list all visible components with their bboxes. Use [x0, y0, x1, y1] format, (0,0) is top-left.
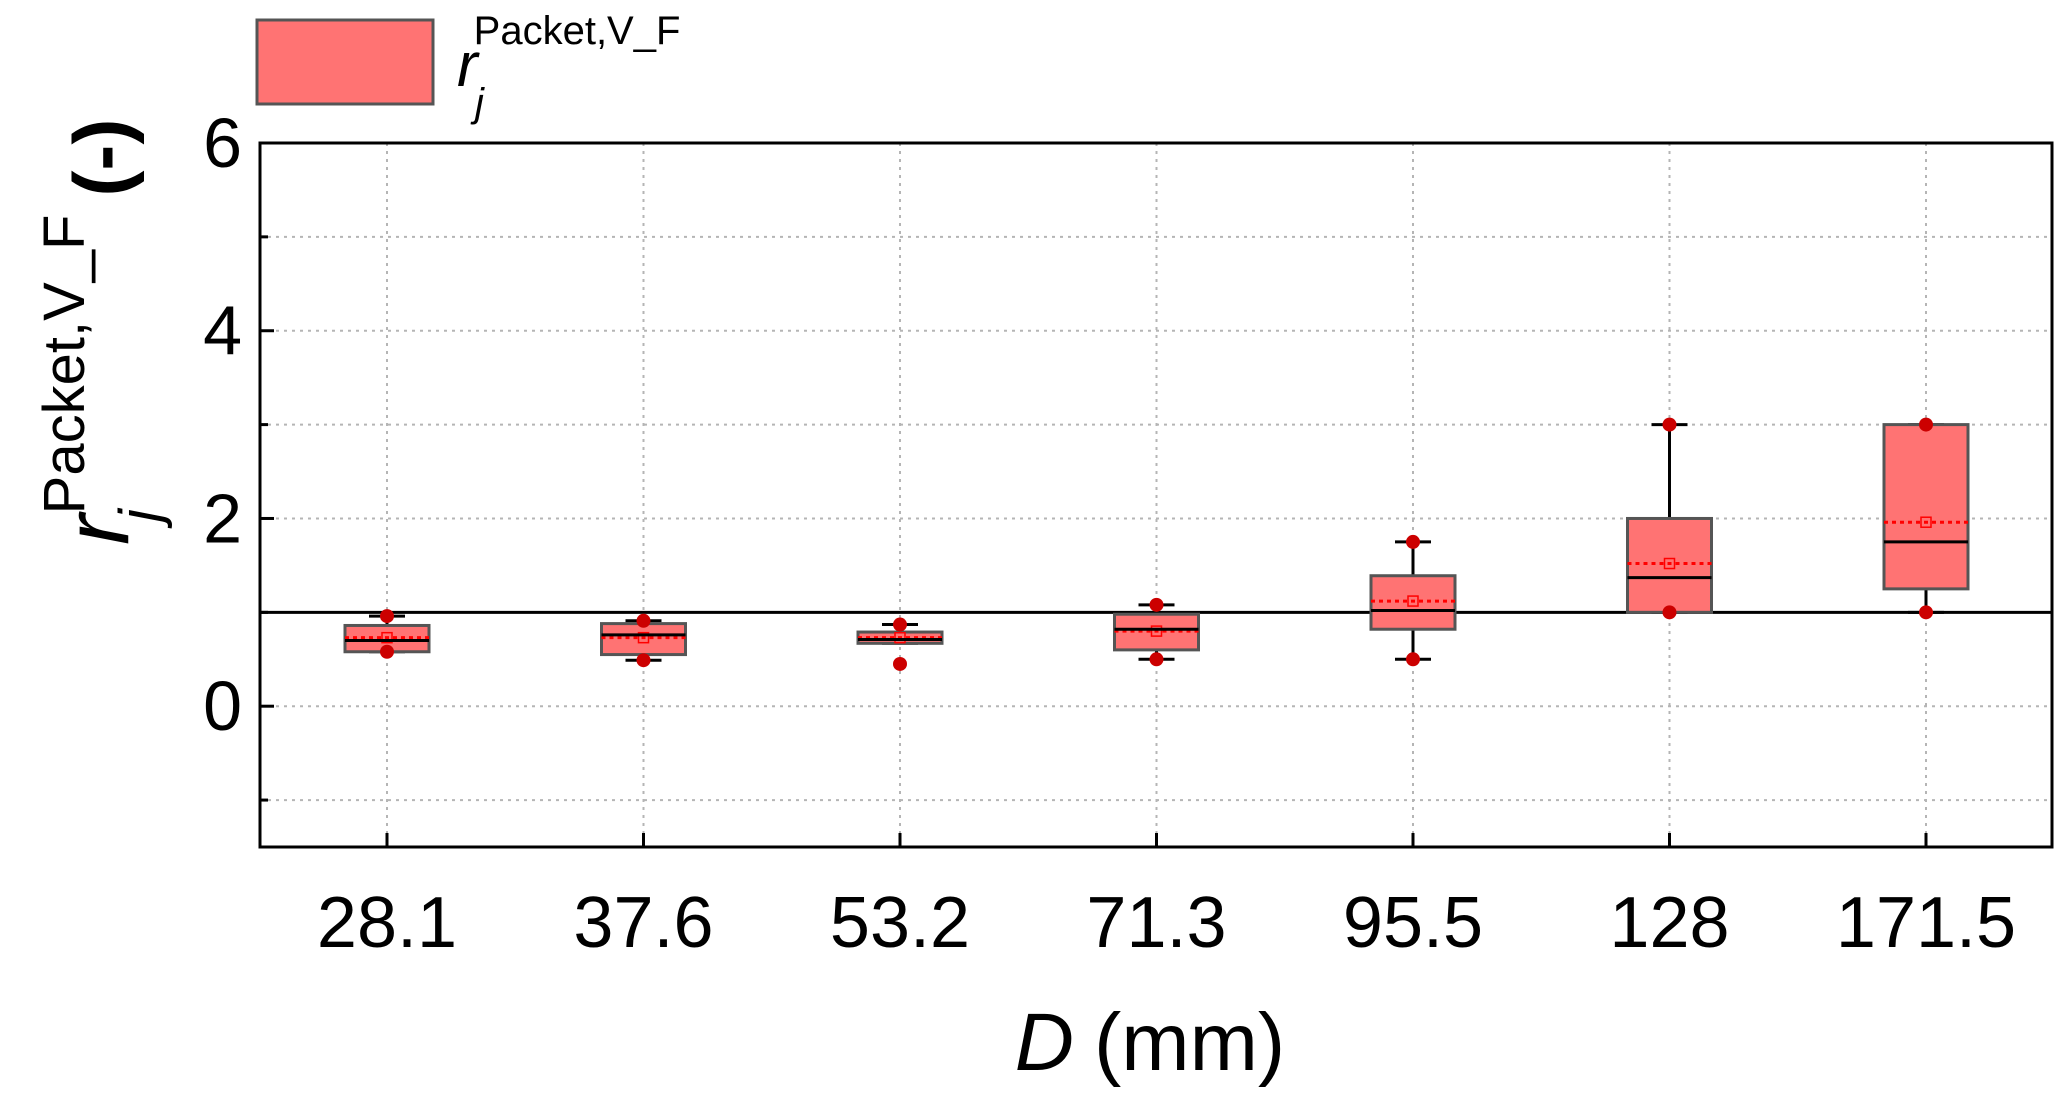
data-point [1662, 605, 1677, 620]
box-53.2 [856, 617, 944, 671]
mean-marker [381, 631, 393, 644]
x-axis-label: D (mm) [1015, 997, 1285, 1088]
box-128 [1626, 417, 1713, 620]
y-tick-label: 2 [203, 479, 242, 557]
data-point [893, 617, 907, 632]
x-tick-label: 95.5 [1343, 883, 1483, 963]
x-tick-label: 28.1 [317, 883, 457, 963]
mean-marker [1663, 557, 1676, 570]
y-tick-label: 0 [203, 667, 242, 745]
axes-layer: 0 2 4 6 28.1 37.6 53.2 71.3 95.5 128 171.5 [203, 104, 2054, 963]
x-tick-label: 37.6 [573, 883, 713, 963]
box-37.6 [600, 613, 687, 668]
box-iqr [1882, 423, 1970, 591]
data-point [1149, 597, 1164, 612]
data-point [1919, 605, 1933, 620]
data-point [1919, 417, 1933, 432]
x-tick-label: 53.2 [830, 883, 970, 963]
box-171.5 [1882, 417, 1970, 620]
mean-marker [894, 631, 906, 644]
data-point [1149, 652, 1164, 667]
box-iqr [1626, 516, 1713, 614]
data-point [380, 644, 394, 659]
gridlines [260, 143, 2052, 847]
y-axis-label: rPacket,V_F(-) [32, 119, 148, 545]
data-point [893, 656, 907, 671]
data-point [380, 609, 394, 624]
boxes-layer [343, 417, 1970, 671]
y-tick-label: 6 [203, 104, 242, 182]
data-point [636, 653, 651, 668]
mean-marker [1920, 516, 1932, 528]
data-point [1662, 417, 1677, 432]
data-point [1406, 652, 1420, 667]
legend-swatch [255, 18, 435, 106]
mean-marker [637, 631, 650, 644]
mean-marker [1150, 625, 1163, 637]
box-28.1 [343, 609, 431, 659]
y-tick-label: 4 [203, 292, 242, 370]
legend: rPacket,V_F j [255, 9, 680, 125]
data-point [1406, 534, 1420, 549]
mean-marker [1407, 595, 1419, 607]
legend-label: rPacket,V_F j [457, 9, 680, 125]
box-71.3 [1113, 597, 1200, 667]
x-tick-label: 171.5 [1836, 883, 2016, 963]
data-point [636, 613, 651, 628]
x-tick-label: 128 [1609, 883, 1729, 963]
x-tick-label: 71.3 [1086, 883, 1226, 963]
box-95.5 [1369, 534, 1457, 667]
